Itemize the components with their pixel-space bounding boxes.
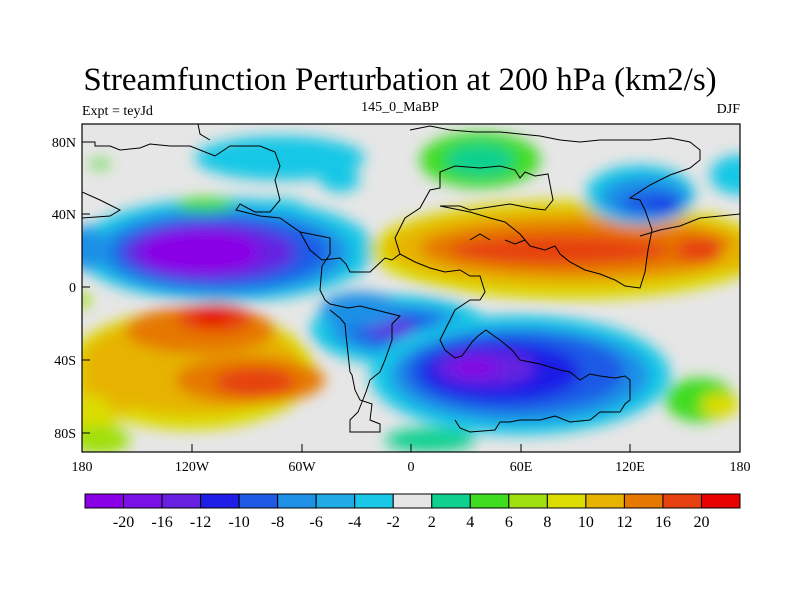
- colorbar-label: 6: [505, 514, 513, 531]
- x-tick-label: 180: [730, 460, 751, 475]
- x-tick-label: 120W: [175, 460, 210, 475]
- colorbar-label: -12: [190, 514, 211, 531]
- colorbar-label: -2: [387, 514, 400, 531]
- colorbar-swatch: [662, 493, 702, 509]
- colorbar-swatch: [700, 493, 741, 509]
- x-tick-label: 60W: [288, 460, 316, 475]
- colorbar-label: 12: [616, 514, 632, 531]
- colorbar-swatch: [508, 493, 548, 509]
- colorbar-swatch: [238, 493, 279, 509]
- colorbar: -20 -16 -12 -10 -8 -6 -4 -2 2 4 6 8 10 12 16 20: [84, 493, 741, 531]
- colorbar-swatch: [585, 493, 625, 509]
- y-tick-label: 40N: [52, 208, 76, 223]
- x-axis-labels: 180 120W 60W 0 60E 120E 180: [72, 460, 751, 475]
- colorbar-swatch: [161, 493, 202, 509]
- colorbar-swatch: [315, 493, 356, 509]
- colorbar-swatch: [431, 493, 471, 509]
- coastlines: [82, 124, 740, 433]
- colorbar-swatch: [277, 493, 317, 509]
- season-label: DJF: [716, 102, 740, 117]
- colorbar-label: -10: [228, 514, 249, 531]
- colorbar-label: 10: [578, 514, 594, 531]
- colorbar-label: -20: [113, 514, 134, 531]
- colorbar-label: 4: [466, 514, 474, 531]
- colorbar-swatch: [623, 493, 664, 509]
- colorbar-swatch: [200, 493, 240, 509]
- colorbar-label: -6: [310, 514, 323, 531]
- colorbar-swatch: [354, 493, 394, 509]
- y-tick-label: 40S: [54, 354, 76, 369]
- y-axis-labels: 80N 40N 0 40S 80S: [52, 136, 76, 442]
- x-tick-label: 180: [72, 460, 93, 475]
- colorbar-label: -8: [271, 514, 284, 531]
- x-tick-label: 60E: [510, 460, 533, 475]
- y-tick-label: 80N: [52, 136, 76, 151]
- experiment-label: Expt = teyJd: [82, 104, 153, 119]
- axis-ticks: [81, 141, 741, 452]
- colorbar-swatch: [123, 493, 163, 509]
- colorbar-label: 16: [655, 514, 671, 531]
- x-tick-label: 120E: [615, 460, 645, 475]
- y-tick-label: 0: [69, 281, 76, 296]
- map-title: Streamfunction Perturbation at 200 hPa (…: [83, 62, 717, 98]
- colorbar-label: -4: [348, 514, 361, 531]
- colorbar-swatch: [546, 493, 587, 509]
- colorbar-label: -16: [151, 514, 172, 531]
- colorbar-label: 20: [693, 514, 709, 531]
- colorbar-swatch: [469, 493, 510, 509]
- colorbar-label: 2: [428, 514, 436, 531]
- colorbar-swatch: [84, 493, 125, 509]
- colorbar-label: 8: [543, 514, 551, 531]
- colorbar-swatch: [392, 493, 433, 509]
- case-label: 145_0_MaBP: [361, 100, 439, 115]
- y-tick-label: 80S: [54, 427, 76, 442]
- contour-field: [82, 124, 740, 452]
- x-tick-label: 0: [408, 460, 415, 475]
